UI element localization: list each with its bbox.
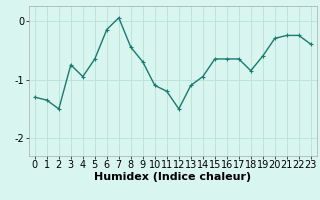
X-axis label: Humidex (Indice chaleur): Humidex (Indice chaleur) — [94, 172, 252, 182]
